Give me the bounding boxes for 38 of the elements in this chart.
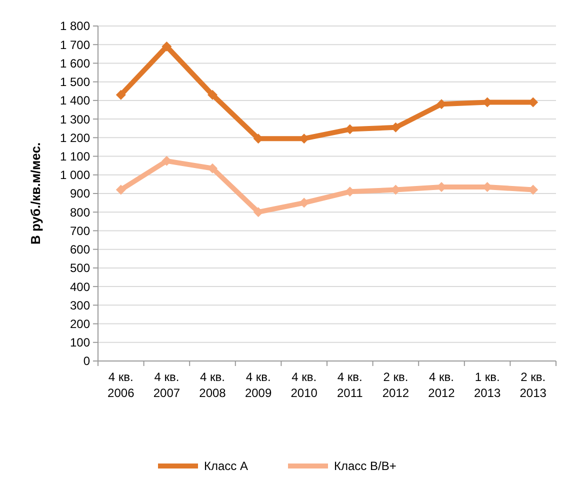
y-tick-label: 100 xyxy=(70,336,90,350)
point xyxy=(116,90,126,100)
y-tick-label: 800 xyxy=(70,205,90,220)
y-tick-label: 1 300 xyxy=(60,112,90,126)
y-tick-label: 1 800 xyxy=(60,19,90,34)
y-tick-label: 500 xyxy=(70,261,90,276)
point xyxy=(253,207,264,218)
point xyxy=(162,41,172,52)
x-tick-label: 4 кв. 2009 xyxy=(244,370,272,400)
y-tick-label: 1 000 xyxy=(60,168,90,182)
y-tick-label: 0 xyxy=(83,354,90,368)
y-tick-label: 600 xyxy=(70,242,90,257)
y-tick-label: 300 xyxy=(70,298,90,312)
y-tick-label: 1 500 xyxy=(60,75,90,90)
point xyxy=(208,90,218,100)
x-tick-label: 4 кв. 2008 xyxy=(199,370,226,400)
y-tick-label: 900 xyxy=(70,186,90,201)
legend-label: Класс B/B+ xyxy=(334,459,396,474)
x-tick-label: 4 кв. 2010 xyxy=(290,370,318,400)
point xyxy=(116,184,126,195)
y-tick-label: 400 xyxy=(70,280,90,294)
x-tick-label: 2 кв. 2013 xyxy=(520,370,547,400)
x-tick-label: 4 кв. 2006 xyxy=(108,370,135,400)
y-tick-label: 1 100 xyxy=(60,149,90,164)
y-tick-label: 1 700 xyxy=(60,38,90,52)
y-tick-label: 200 xyxy=(70,316,90,331)
x-tick-label: 4 кв. 2007 xyxy=(153,370,180,400)
y-tick-label: 700 xyxy=(70,224,90,238)
legend-label: Класс А xyxy=(204,459,248,474)
y-tick-label: 1 600 xyxy=(60,56,90,70)
x-tick-label: 2 кв. 2012 xyxy=(382,370,410,400)
x-tick-label: 1 кв. 2013 xyxy=(474,370,501,400)
x-tick-label: 4 кв. 2011 xyxy=(336,370,364,400)
y-tick-label: 1 200 xyxy=(60,130,90,145)
y-axis-title: В руб./кв.м/мес. xyxy=(28,142,43,245)
point xyxy=(208,163,218,174)
x-tick-label: 4 кв. 2012 xyxy=(428,370,456,400)
y-tick-label: 1 400 xyxy=(60,94,90,108)
